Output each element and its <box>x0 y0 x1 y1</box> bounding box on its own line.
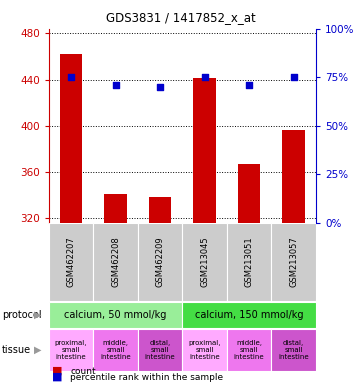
Bar <box>93 329 138 371</box>
Text: ▶: ▶ <box>34 310 42 320</box>
Bar <box>49 329 93 371</box>
Text: tissue: tissue <box>2 345 31 355</box>
Text: GSM462208: GSM462208 <box>111 237 120 288</box>
Text: distal,
small
intestine: distal, small intestine <box>145 340 175 360</box>
Bar <box>60 54 82 223</box>
Text: proximal,
small
intestine: proximal, small intestine <box>55 340 87 360</box>
Text: distal,
small
intestine: distal, small intestine <box>278 340 309 360</box>
Bar <box>149 197 171 223</box>
Text: ▶: ▶ <box>34 345 42 355</box>
Text: GSM213057: GSM213057 <box>289 237 298 288</box>
Text: middle,
small
intestine: middle, small intestine <box>100 340 131 360</box>
Text: ■: ■ <box>52 366 63 376</box>
Point <box>246 82 252 88</box>
Text: count: count <box>70 367 96 376</box>
Bar <box>182 223 227 301</box>
Text: protocol: protocol <box>2 310 42 320</box>
Text: middle,
small
intestine: middle, small intestine <box>234 340 264 360</box>
Point <box>113 82 118 88</box>
Bar <box>238 164 260 223</box>
Bar <box>227 329 271 371</box>
Text: GSM462207: GSM462207 <box>66 237 75 288</box>
Text: GSM213051: GSM213051 <box>245 237 253 287</box>
Text: ■: ■ <box>52 372 63 382</box>
Text: percentile rank within the sample: percentile rank within the sample <box>70 373 223 382</box>
Bar <box>182 329 227 371</box>
Point <box>202 74 208 80</box>
Text: GDS3831 / 1417852_x_at: GDS3831 / 1417852_x_at <box>106 12 255 25</box>
Bar <box>93 223 138 301</box>
Point <box>157 84 163 90</box>
Bar <box>182 302 316 328</box>
Bar <box>193 78 216 223</box>
Text: GSM462209: GSM462209 <box>156 237 165 287</box>
Text: calcium, 50 mmol/kg: calcium, 50 mmol/kg <box>64 310 167 320</box>
Bar <box>271 223 316 301</box>
Text: calcium, 150 mmol/kg: calcium, 150 mmol/kg <box>195 310 303 320</box>
Text: proximal,
small
intestine: proximal, small intestine <box>188 340 221 360</box>
Bar <box>49 223 93 301</box>
Bar <box>104 194 127 223</box>
Bar <box>138 329 182 371</box>
Bar <box>282 131 305 223</box>
Bar <box>138 223 182 301</box>
Bar <box>49 302 182 328</box>
Text: GSM213045: GSM213045 <box>200 237 209 287</box>
Bar <box>271 329 316 371</box>
Point <box>291 74 296 80</box>
Bar <box>227 223 271 301</box>
Point <box>68 74 74 80</box>
